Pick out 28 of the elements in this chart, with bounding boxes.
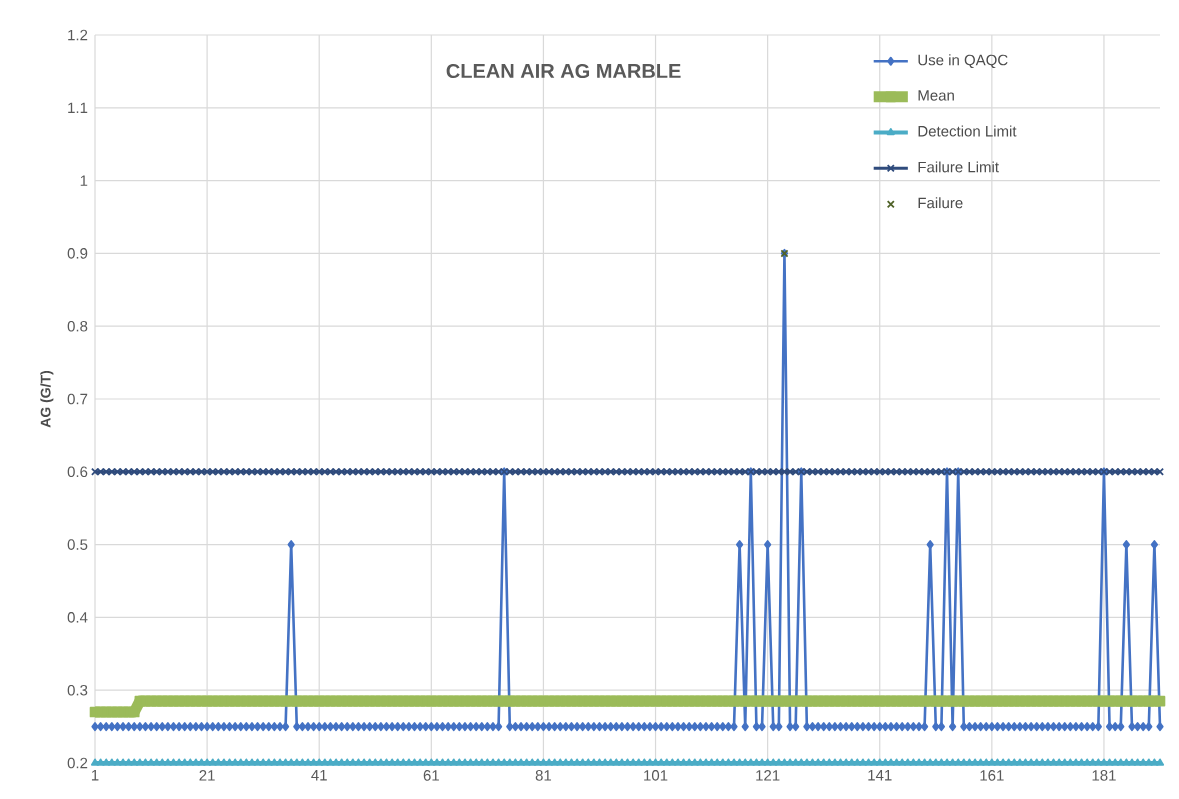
x-tick-label: 41	[311, 770, 327, 781]
legend-label: Detection Limit	[918, 125, 1017, 137]
y-tick-label: 0.5	[67, 539, 88, 550]
y-tick-label: 1	[80, 175, 88, 186]
x-tick-label: 81	[535, 770, 552, 781]
y-tick-label: 0.4	[67, 612, 88, 623]
text: CLEAN AIR AG MARBLE	[446, 63, 681, 79]
x-tick-label: 101	[644, 770, 668, 781]
legend-label: Failure Limit	[918, 161, 999, 173]
legend-label: Use in QAQC	[918, 54, 1008, 69]
y-tick-label: 0.8	[67, 320, 88, 332]
legend-label: Failure	[918, 197, 963, 209]
x-tick-label: 1	[91, 770, 99, 781]
x-tick-label: 21	[199, 770, 215, 781]
x-tick-label: 161	[980, 770, 1004, 781]
y-tick-label: 1.2	[68, 29, 88, 41]
y-tick-label: 1.1	[68, 102, 88, 113]
y-tick-label: 0.7	[67, 393, 88, 405]
y-tick-label: 0.3	[67, 684, 88, 696]
x-tick-label: 121	[756, 770, 780, 781]
y-tick-label: 0.9	[67, 248, 88, 259]
y-tick-label: 0.2	[67, 757, 88, 769]
x-tick-label: 61	[423, 770, 439, 781]
y-axis-title: AG (G/T)	[40, 370, 54, 428]
legend-label: Mean	[918, 90, 954, 101]
x-tick-label: 141	[868, 770, 892, 781]
x-tick-label: 181	[1092, 770, 1116, 781]
y-tick-label: 0.6	[67, 466, 88, 478]
